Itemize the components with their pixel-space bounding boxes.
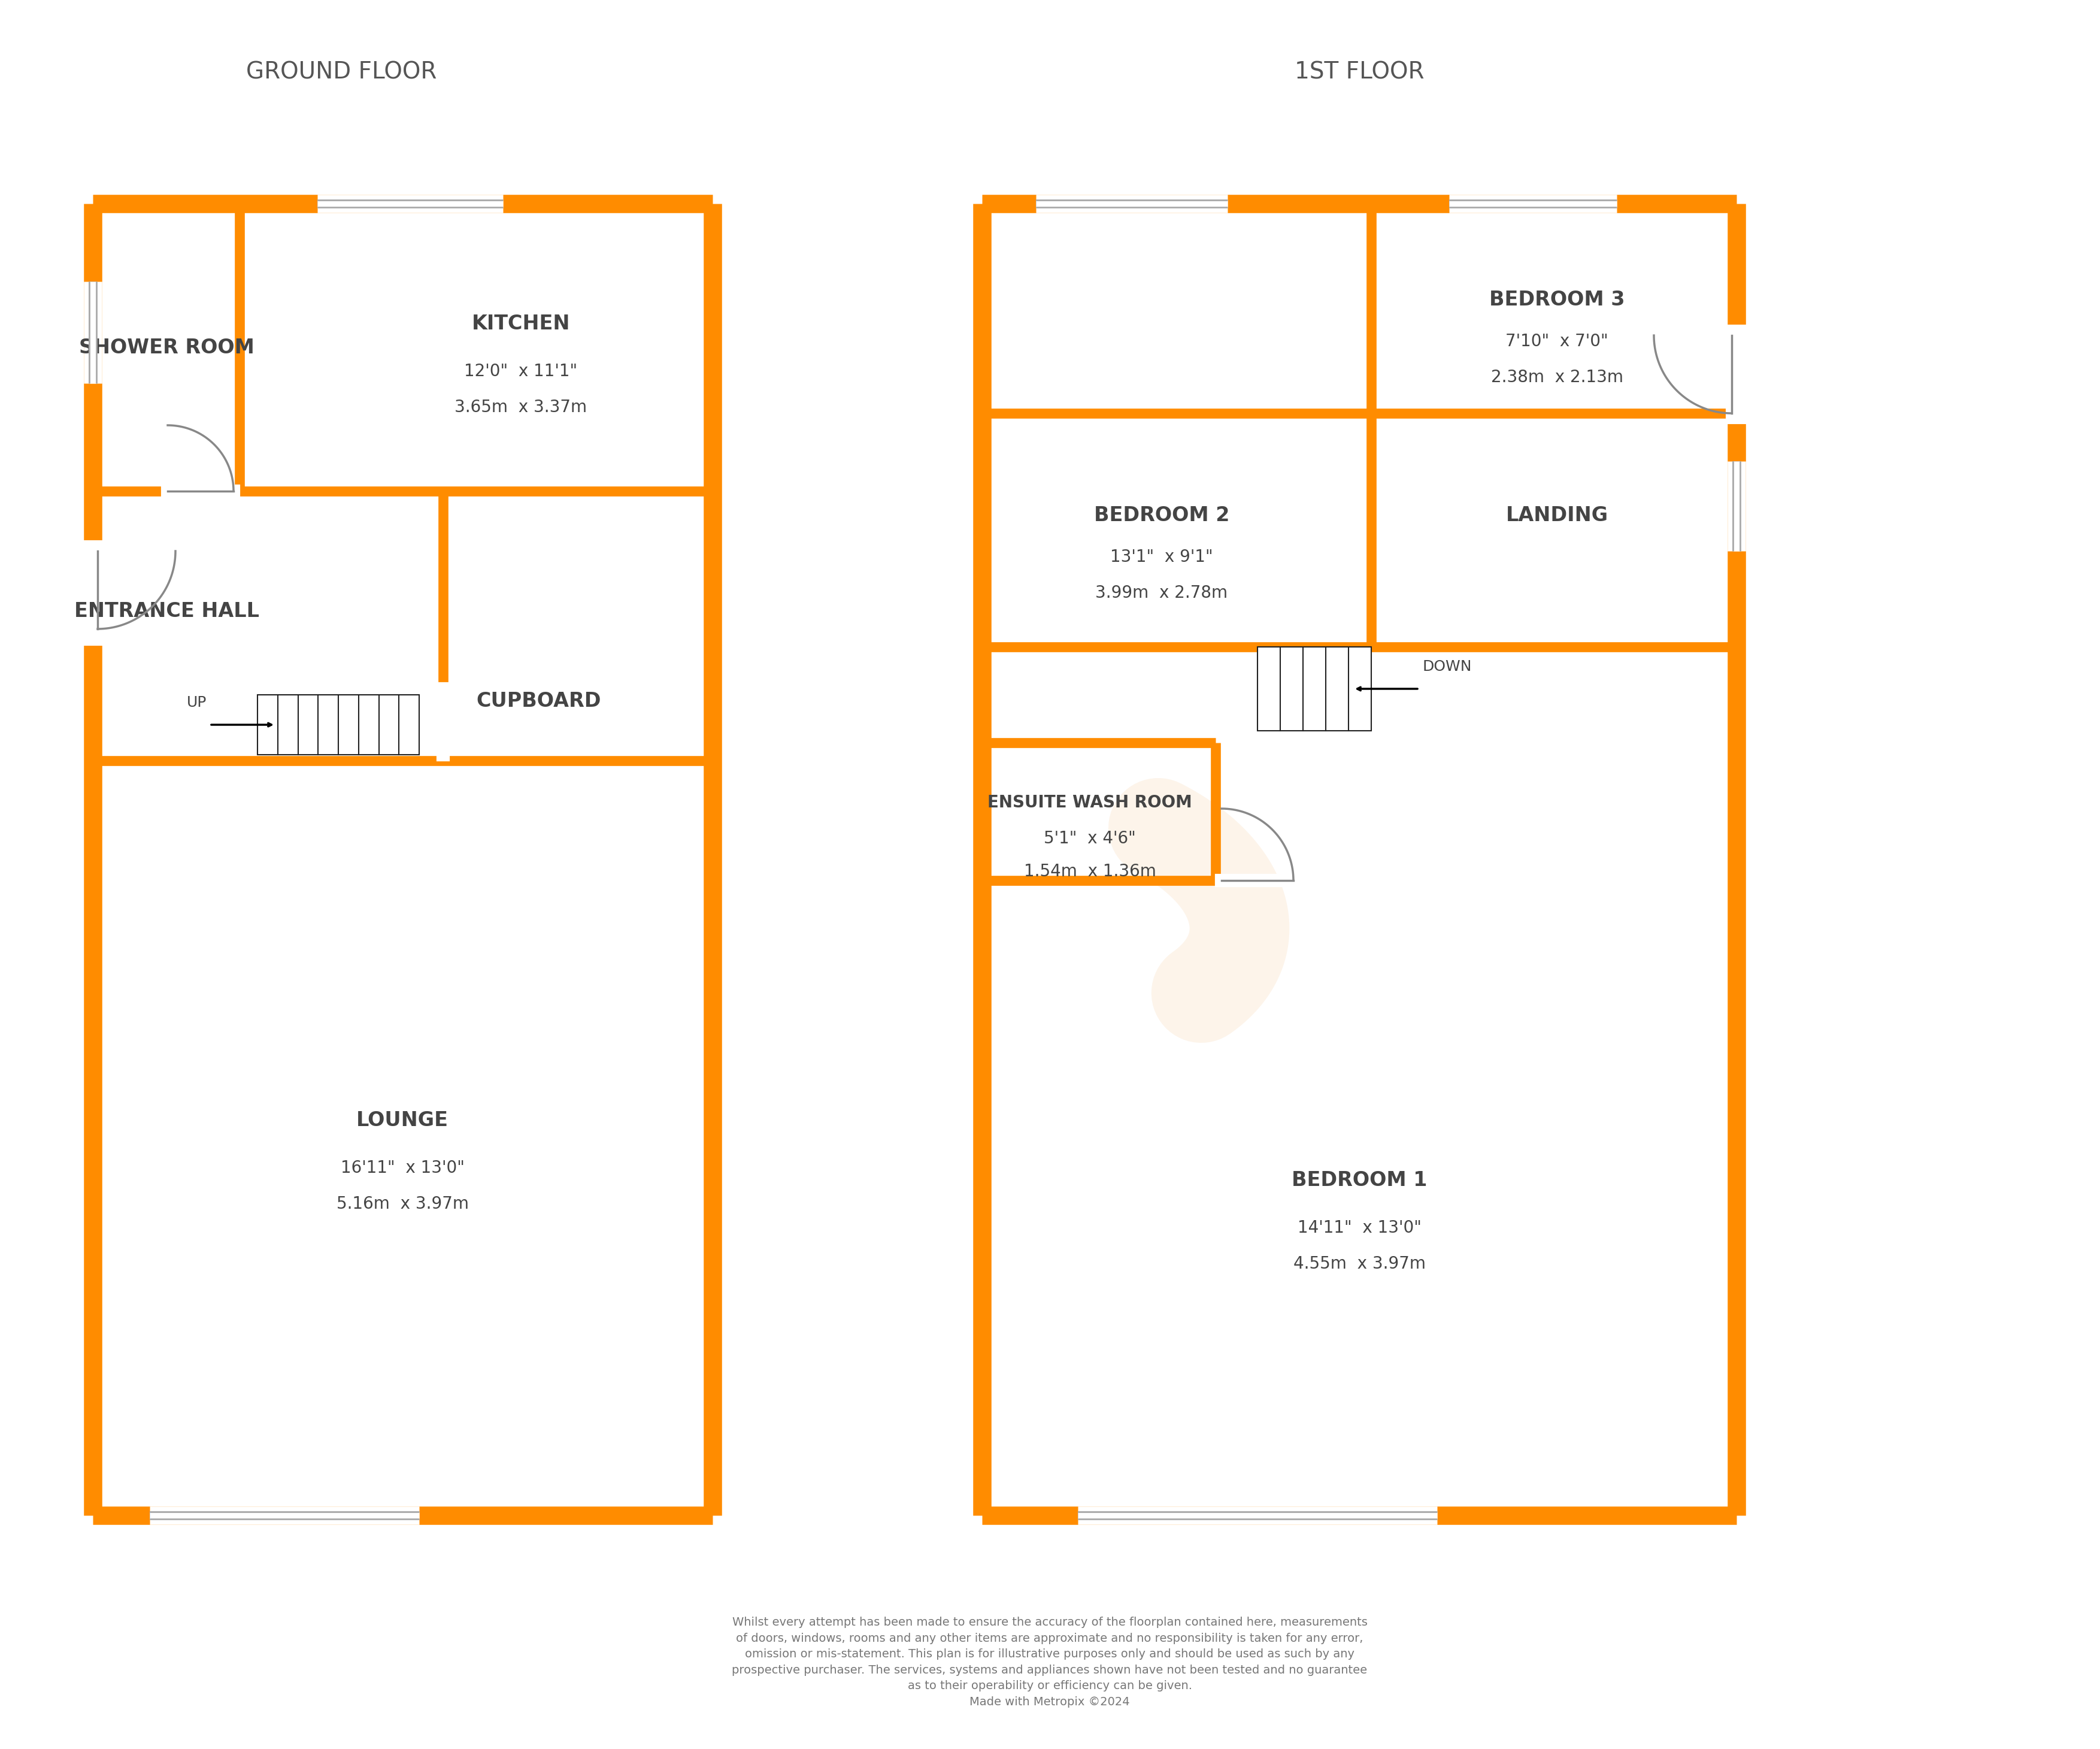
Text: CUPBOARD: CUPBOARD: [477, 691, 601, 710]
Text: UP: UP: [187, 696, 206, 710]
Text: 3.65m  x 3.37m: 3.65m x 3.37m: [456, 399, 588, 416]
Text: LANDING: LANDING: [1506, 505, 1609, 525]
Text: BEDROOM 1: BEDROOM 1: [1291, 1170, 1428, 1189]
Text: KITCHEN: KITCHEN: [472, 313, 571, 334]
Text: 12'0"  x 11'1": 12'0" x 11'1": [464, 364, 578, 380]
Text: GROUND FLOOR: GROUND FLOOR: [246, 61, 437, 84]
Text: 5.16m  x 3.97m: 5.16m x 3.97m: [336, 1196, 468, 1212]
Text: SHOWER ROOM: SHOWER ROOM: [80, 338, 254, 357]
Bar: [258, 694, 420, 756]
Text: 1.54m  x 1.36m: 1.54m x 1.36m: [1023, 862, 1155, 880]
Text: DOWN: DOWN: [1422, 659, 1472, 673]
Bar: [1258, 647, 1371, 731]
Text: ENTRANCE HALL: ENTRANCE HALL: [74, 602, 258, 621]
Text: BEDROOM 2: BEDROOM 2: [1094, 505, 1228, 525]
Text: 14'11"  x 13'0": 14'11" x 13'0": [1298, 1219, 1422, 1237]
Text: ENSUITE WASH ROOM: ENSUITE WASH ROOM: [987, 794, 1193, 812]
Text: 1ST FLOOR: 1ST FLOOR: [1294, 61, 1424, 84]
Text: 13'1"  x 9'1": 13'1" x 9'1": [1111, 549, 1214, 565]
Text: LOUNGE: LOUNGE: [357, 1111, 449, 1130]
Text: 16'11"  x 13'0": 16'11" x 13'0": [340, 1160, 464, 1177]
Text: 2.38m  x 2.13m: 2.38m x 2.13m: [1491, 369, 1623, 387]
Text: 5'1"  x 4'6": 5'1" x 4'6": [1044, 831, 1136, 847]
Text: 7'10"  x 7'0": 7'10" x 7'0": [1506, 332, 1609, 350]
Text: Whilst every attempt has been made to ensure the accuracy of the floorplan conta: Whilst every attempt has been made to en…: [733, 1616, 1367, 1707]
Text: BEDROOM 3: BEDROOM 3: [1489, 290, 1625, 310]
Text: 4.55m  x 3.97m: 4.55m x 3.97m: [1294, 1256, 1426, 1272]
Text: 3.99m  x 2.78m: 3.99m x 2.78m: [1096, 584, 1228, 602]
